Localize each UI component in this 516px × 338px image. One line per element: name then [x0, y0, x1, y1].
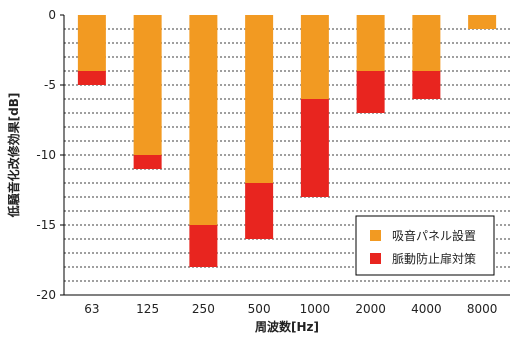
legend-label-door: 脈動防止扉対策 — [392, 251, 476, 266]
x-tick-labels: 63 125 250 500 1000 2000 4000 8000 — [84, 302, 497, 316]
bar-door-1000 — [300, 99, 329, 197]
bar-absorption-2000 — [356, 15, 385, 71]
y-tick-label: -5 — [44, 78, 56, 92]
legend-swatch-door — [370, 253, 381, 264]
bar-absorption-500 — [245, 15, 274, 183]
y-tick-label: 0 — [48, 8, 56, 22]
y-tick-labels: 0 -5 -10 -15 -20 — [36, 8, 64, 302]
x-axis-title: 周波数[Hz] — [255, 319, 319, 334]
y-tick-label: -10 — [36, 148, 56, 162]
bar-absorption-125 — [133, 15, 162, 155]
x-tick-label: 500 — [248, 302, 271, 316]
legend-box — [355, 215, 495, 276]
bar-door-500 — [245, 183, 274, 239]
legend: 吸音パネル設置 脈動防止扉対策 — [355, 215, 495, 276]
x-tick-label: 8000 — [467, 302, 498, 316]
x-tick-label: 125 — [136, 302, 159, 316]
bar-door-63 — [77, 71, 106, 85]
bar-door-2000 — [356, 71, 385, 113]
x-tick-label: 63 — [84, 302, 99, 316]
bar-absorption-250 — [189, 15, 218, 225]
y-axis-title: 低騒音化改修効果[dB] — [6, 93, 21, 219]
bar-absorption-8000 — [468, 15, 497, 29]
bar-absorption-63 — [77, 15, 106, 71]
x-tick-label: 1000 — [300, 302, 331, 316]
bar-absorption-4000 — [412, 15, 441, 71]
y-tick-label: -15 — [36, 218, 56, 232]
bar-door-250 — [189, 225, 218, 267]
legend-label-absorption: 吸音パネル設置 — [392, 228, 476, 243]
x-tick-label: 250 — [192, 302, 215, 316]
bar-door-4000 — [412, 71, 441, 99]
legend-swatch-absorption — [370, 230, 381, 241]
bars — [77, 15, 497, 267]
y-tick-label: -20 — [36, 288, 56, 302]
x-tick-label: 4000 — [411, 302, 442, 316]
bar-door-125 — [133, 155, 162, 169]
bar-absorption-1000 — [300, 15, 329, 99]
x-tick-label: 2000 — [355, 302, 386, 316]
